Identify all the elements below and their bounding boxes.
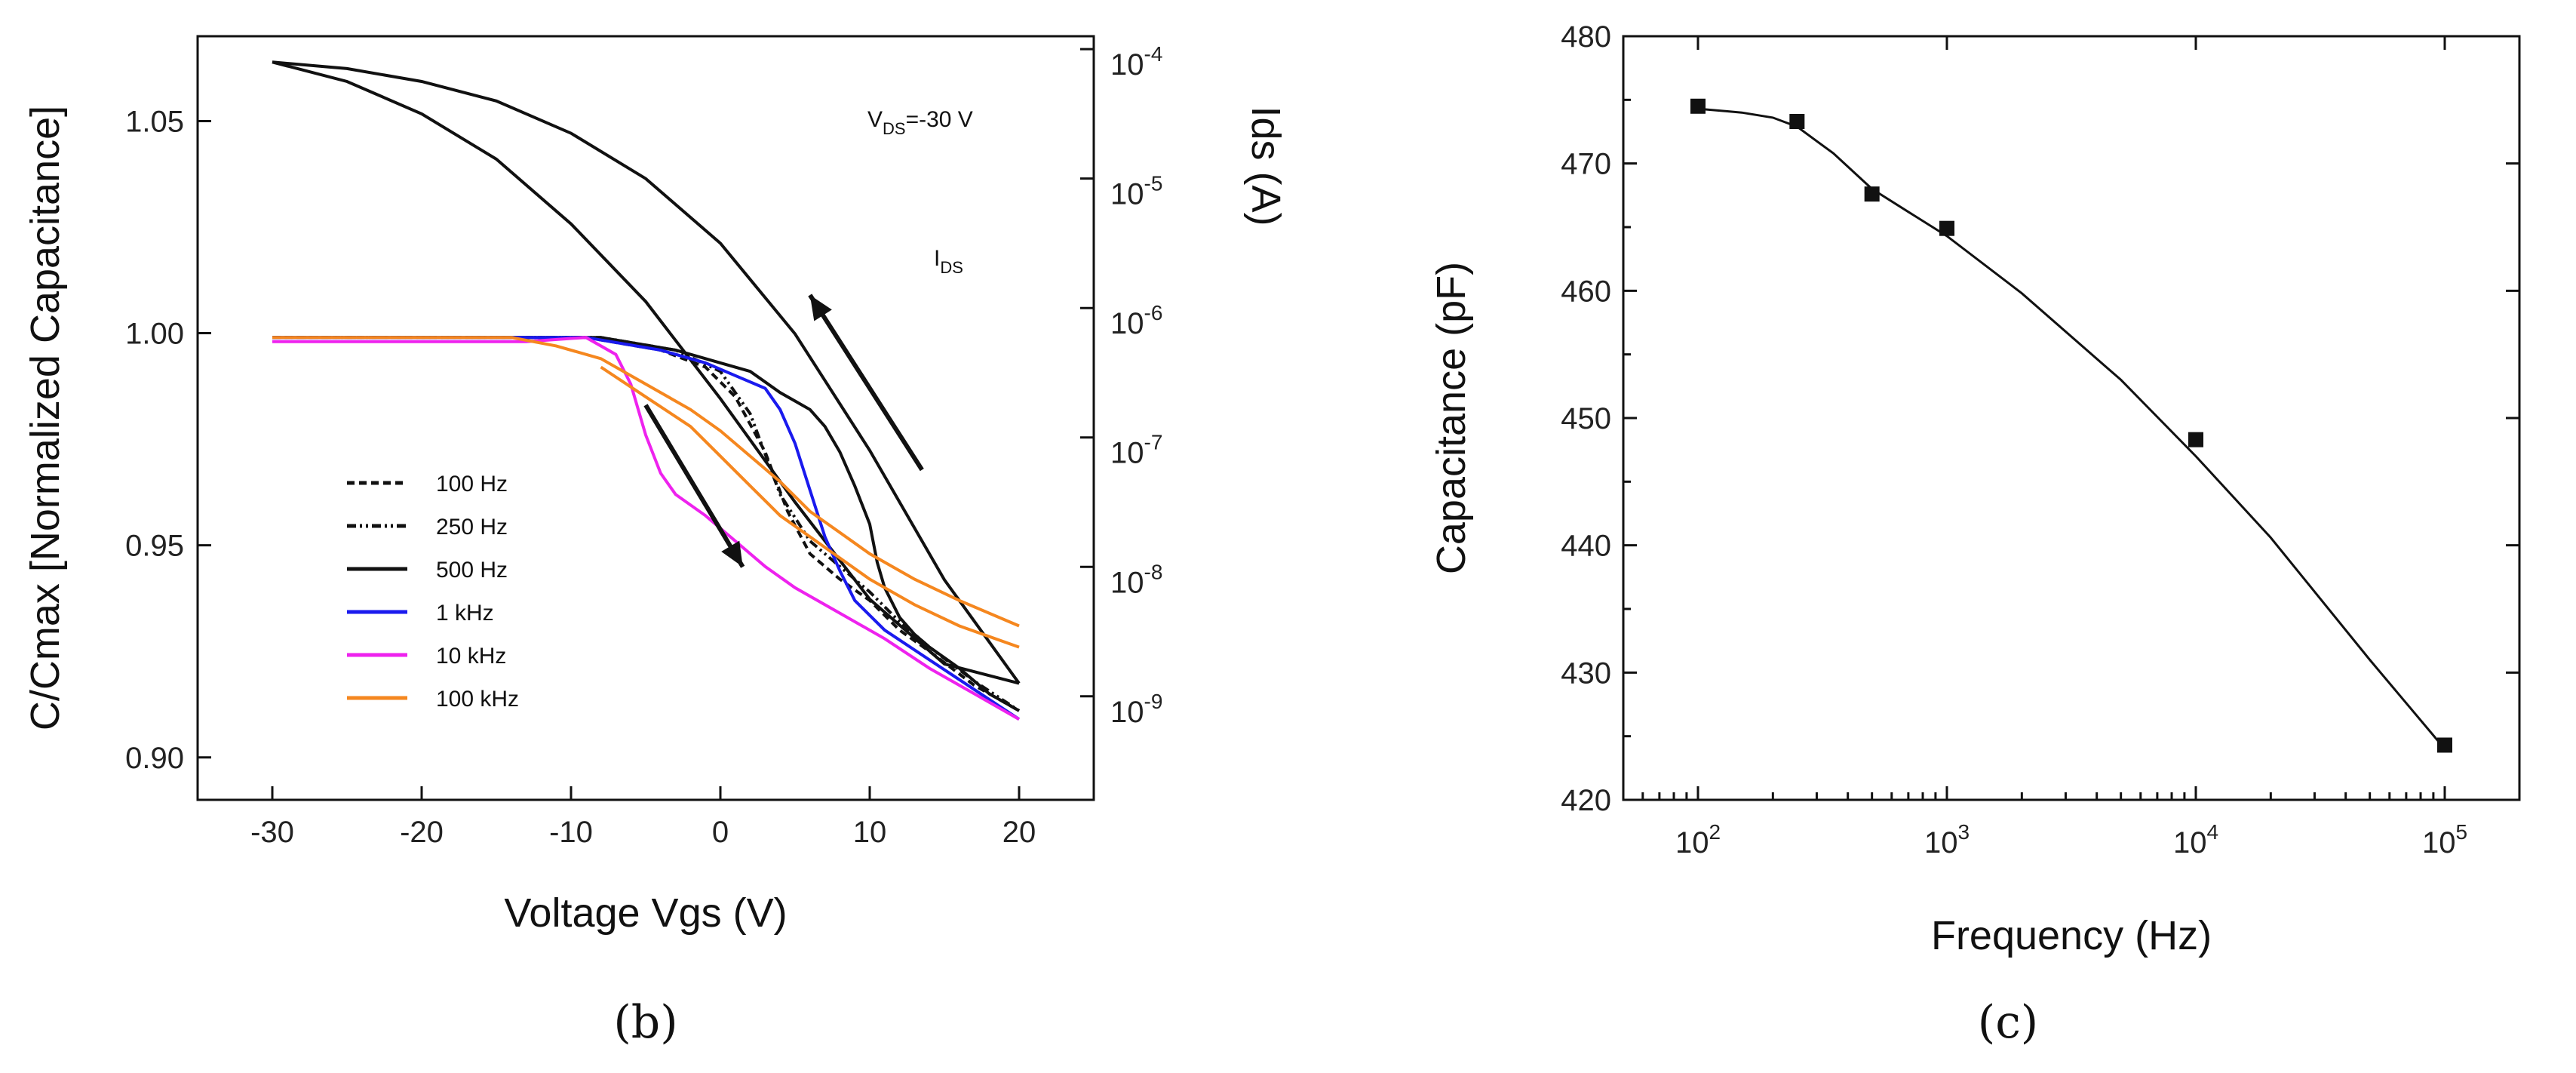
panel-c-fit-curve [1697,107,2446,750]
panel-b-y2-axis-label: Ids (A) [1243,106,1288,226]
ids-subscript: DS [940,258,963,277]
panel-b-ids-curves [272,60,1021,685]
legend-label-500-hz: 500 Hz [436,558,508,583]
panel-label-b: (b) [613,996,677,1049]
panel-b-xtick-label: 10 [853,816,887,849]
panel-c-xtick-label-exp: 2 [1709,820,1721,844]
panel-b-y2tick-label-exp: -5 [1144,172,1163,195]
panel-c-plot-frame [1622,35,2521,801]
panel-b-vds-annotation: VDS=-30 V [867,107,973,138]
panel-c-xtick-label: 102 [1675,820,1721,859]
sweep-arrow-shaft-forward [643,404,745,568]
panel-c-ytick-label: 430 [1561,656,1611,690]
panel-b-y2tick-label-base: 10 [1110,307,1144,340]
panel-c-ytick-label: 460 [1561,275,1611,308]
panel-c-xtick-label-base: 10 [1675,826,1709,859]
panel-b-x-axis-label: Voltage Vgs (V) [504,890,787,936]
capacitance-data-point [1690,98,1706,114]
vds-subscript: DS [883,119,906,138]
ids-main-text: I [934,246,940,271]
panel-label-c: (c) [1978,996,2038,1049]
panel-c-xtick-label-exp: 5 [2455,820,2467,844]
panel-c-data-points [1690,98,2452,753]
panel-c-xtick-label-exp: 3 [1957,820,1970,844]
capacitance-series-1-khz [272,336,1021,721]
capacitance-fit-line [1697,107,2446,750]
panel-b-y2tick-label-base: 10 [1110,48,1144,81]
panel-b-ytick-label: 1.05 [125,105,184,138]
sweep-arrow-shaft-reverse [808,294,924,472]
legend-label-1-khz: 1 kHz [436,601,494,626]
panel-b-y2tick-label: 10-6 [1110,301,1162,340]
panel-c-xtick-label: 104 [2173,820,2218,859]
panel-b-y-axis-label: C/Cmax [Normalized Capacitance] [23,106,68,730]
panel-b-capacitance-curves [272,336,1021,721]
panel-b-y2tick-label-exp: -9 [1144,690,1163,713]
sweep-arrow-head-reverse [809,295,832,321]
panel-b-xtick-label: -30 [250,816,294,849]
vds-main-text: V [867,107,883,132]
panel-b-y2tick-label: 10-8 [1110,560,1162,599]
panel-c-y-axis-label: Capacitance (pF) [1429,262,1474,574]
panel-b-xtick-label: 0 [712,816,729,849]
capacitance-data-point [1789,114,1805,130]
panel-c-xtick-label-base: 10 [2422,826,2456,859]
panel-c-xtick-label: 105 [2422,820,2467,859]
panel-b-xtick-label: -10 [549,816,593,849]
panel-b-ytick-label: 0.90 [125,742,184,775]
panel-b-y2tick-label: 10-5 [1110,172,1162,211]
panel-b-y2tick-label: 10-4 [1110,42,1162,81]
panel-b-xtick-label: 20 [1002,816,1036,849]
panel-b-y2tick-label-exp: -8 [1144,560,1163,583]
panel-c-ytick-label: 470 [1561,148,1611,181]
capacitance-data-point [1939,220,1954,236]
sweep-arrow-head-forward [721,540,743,567]
panel-b-y2tick-label-exp: -6 [1144,301,1163,324]
legend-label-100-khz: 100 kHz [436,687,519,712]
panel-b-sweep-arrows [643,294,924,568]
panel-b-y2tick-label-base: 10 [1110,696,1144,729]
capacitance-data-point [1864,186,1880,202]
panel-b-legend: 100 Hz 250 Hz 500 Hz 1 kHz 10 kHz 100 kHz [347,472,519,712]
panel-c-xtick-label-base: 10 [1924,826,1958,859]
panel-b-y2tick-label-base: 10 [1110,437,1144,470]
panel-c-ytick-label: 450 [1561,402,1611,435]
legend-label-100-hz: 100 Hz [436,472,508,497]
panel-c-xtick-label-exp: 4 [2206,820,2218,844]
panel-b-y2tick-label-base: 10 [1110,178,1144,211]
panel-b-chart: -30 -20 -10 0 10 200.900.951.001.0510-410-510… [23,35,1288,936]
panel-c-xtick-label-base: 10 [2173,826,2207,859]
panel-b-ids-annotation: IDS [934,246,963,277]
legend-label-250-hz: 250 Hz [436,515,508,540]
panel-b-ytick-label: 1.00 [125,318,184,351]
legend-label-10-khz: 10 kHz [436,644,506,669]
ids-curve-forward-sweep [272,60,1020,685]
capacitance-return-sweep-100-khz [600,365,1020,649]
panel-b-y2tick-label-exp: -7 [1144,431,1163,454]
panel-b-xtick-label: -20 [400,816,444,849]
panel-c-x-axis-label: Frequency (Hz) [1931,913,2212,958]
panel-c-xtick-label: 103 [1924,820,1970,859]
panel-c-ytick-label: 420 [1561,784,1611,817]
ids-curve-reverse-sweep [272,60,1021,684]
panel-b-y2tick-label-base: 10 [1110,566,1144,599]
capacitance-series-500-hz [272,336,1020,712]
capacitance-data-point [2437,737,2452,753]
panel-c-ytick-label: 480 [1561,20,1611,54]
panel-b-plot-frame [196,35,1095,801]
panel-b-ticks: -30 -20 -10 0 10 200.900.951.001.0510-410-510… [125,42,1162,849]
panel-b-y2tick-label: 10-7 [1110,431,1162,470]
panel-b-ytick-label: 0.95 [125,530,184,563]
panel-b-y2tick-label-exp: -4 [1144,42,1163,66]
panel-b-y2tick-label: 10-9 [1110,690,1162,729]
capacitance-data-point [2188,432,2203,447]
vds-value: =-30 V [906,107,973,132]
capacitance-series-100-khz [272,336,1020,628]
capacitance-series-10-khz [272,336,1020,721]
panel-c-ytick-label: 440 [1561,530,1611,563]
